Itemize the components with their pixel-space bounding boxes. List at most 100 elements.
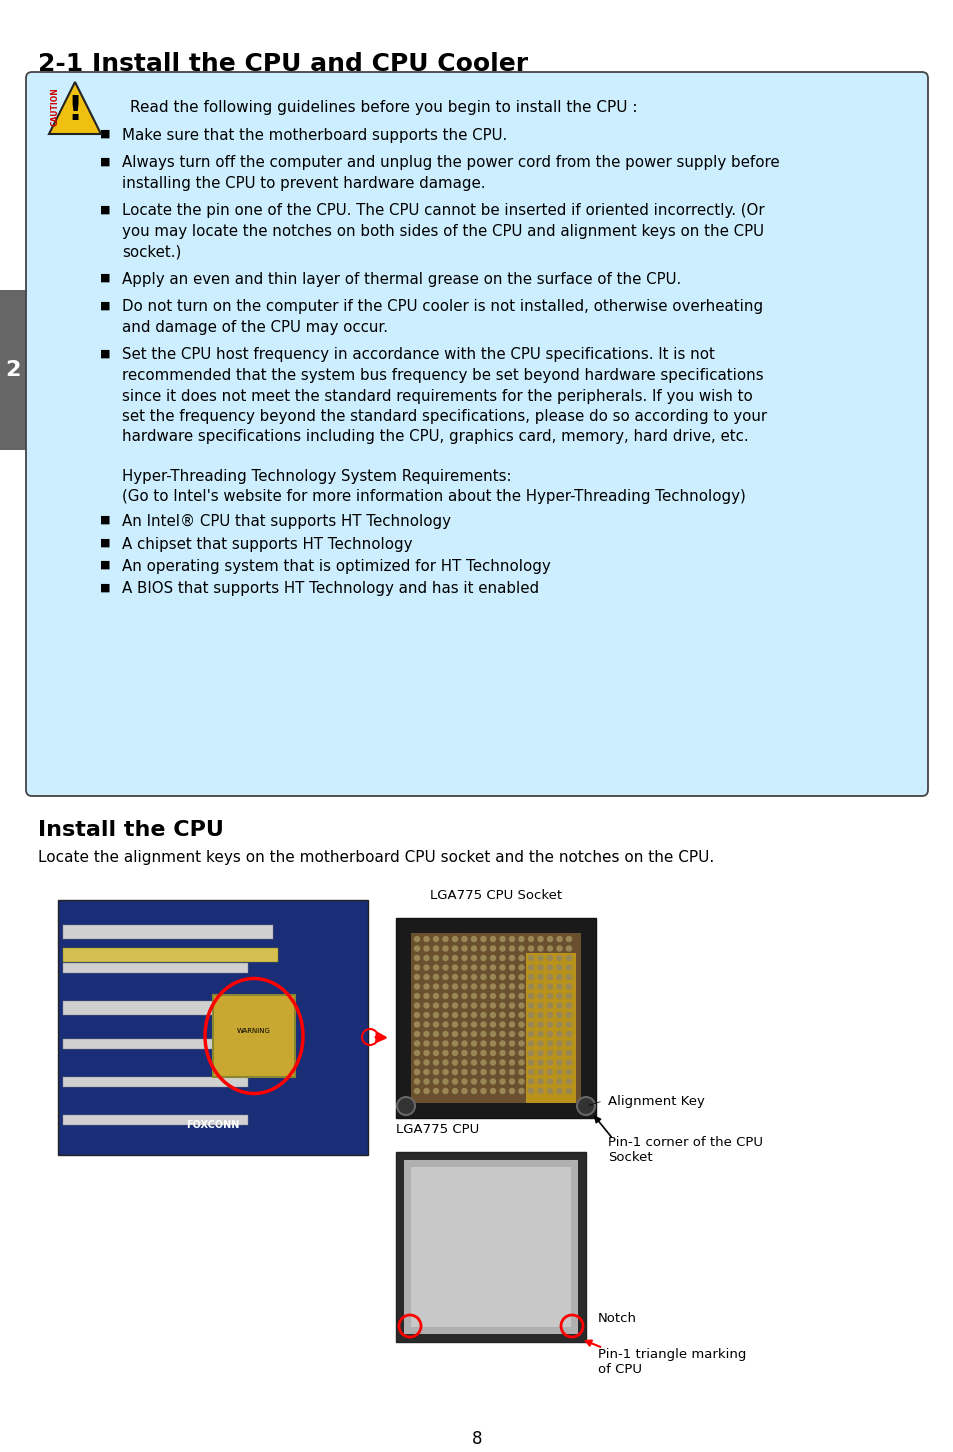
Circle shape	[433, 1041, 438, 1045]
Circle shape	[490, 937, 495, 941]
Circle shape	[442, 1003, 448, 1008]
Circle shape	[499, 947, 504, 951]
Circle shape	[433, 1079, 438, 1085]
Circle shape	[414, 1022, 419, 1027]
Circle shape	[518, 1022, 523, 1027]
Circle shape	[461, 1050, 467, 1056]
Circle shape	[461, 1089, 467, 1093]
Circle shape	[480, 1070, 485, 1074]
Circle shape	[537, 1003, 542, 1008]
Circle shape	[557, 1070, 561, 1074]
Circle shape	[490, 1041, 495, 1045]
Circle shape	[566, 1089, 571, 1093]
Circle shape	[518, 955, 523, 961]
Bar	[63, 1077, 248, 1088]
Circle shape	[499, 1031, 504, 1037]
Circle shape	[528, 1031, 533, 1037]
Circle shape	[452, 984, 457, 989]
Text: ■: ■	[100, 582, 111, 592]
Circle shape	[480, 974, 485, 980]
Circle shape	[537, 974, 542, 980]
Circle shape	[461, 955, 467, 961]
Circle shape	[423, 1050, 429, 1056]
Bar	[411, 1167, 571, 1327]
Text: FOXCONN: FOXCONN	[186, 1119, 239, 1130]
Circle shape	[461, 966, 467, 970]
Text: 8: 8	[471, 1430, 482, 1448]
Circle shape	[452, 1050, 457, 1056]
Circle shape	[509, 966, 514, 970]
Circle shape	[557, 1022, 561, 1027]
Circle shape	[499, 993, 504, 999]
Circle shape	[566, 1022, 571, 1027]
Circle shape	[557, 1012, 561, 1018]
Circle shape	[528, 966, 533, 970]
Bar	[411, 934, 580, 1104]
Circle shape	[423, 984, 429, 989]
Text: !: !	[68, 93, 83, 126]
Circle shape	[566, 966, 571, 970]
Text: and damage of the CPU may occur.: and damage of the CPU may occur.	[122, 319, 388, 335]
Circle shape	[509, 1031, 514, 1037]
Text: Locate the pin one of the CPU. The CPU cannot be inserted if oriented incorrectl: Locate the pin one of the CPU. The CPU c…	[122, 203, 763, 218]
Text: An operating system that is optimized for HT Technology: An operating system that is optimized fo…	[122, 559, 550, 574]
Bar	[63, 925, 273, 939]
Circle shape	[518, 1089, 523, 1093]
Circle shape	[528, 974, 533, 980]
Circle shape	[528, 955, 533, 961]
Circle shape	[499, 1012, 504, 1018]
Circle shape	[461, 1070, 467, 1074]
Circle shape	[433, 1089, 438, 1093]
Circle shape	[537, 984, 542, 989]
Circle shape	[442, 1012, 448, 1018]
Circle shape	[480, 1022, 485, 1027]
Circle shape	[423, 955, 429, 961]
Circle shape	[480, 1079, 485, 1085]
Text: ■: ■	[100, 157, 111, 167]
Circle shape	[471, 955, 476, 961]
Text: you may locate the notches on both sides of the CPU and alignment keys on the CP: you may locate the notches on both sides…	[122, 224, 763, 240]
Circle shape	[461, 937, 467, 941]
Text: CAUTION: CAUTION	[51, 87, 60, 126]
Circle shape	[442, 937, 448, 941]
Circle shape	[471, 1050, 476, 1056]
Circle shape	[537, 955, 542, 961]
Text: Read the following guidelines before you begin to install the CPU :: Read the following guidelines before you…	[130, 100, 637, 115]
Circle shape	[452, 1070, 457, 1074]
Circle shape	[452, 1089, 457, 1093]
Circle shape	[518, 1050, 523, 1056]
Circle shape	[433, 1050, 438, 1056]
Circle shape	[480, 1003, 485, 1008]
Text: Apply an even and thin layer of thermal grease on the surface of the CPU.: Apply an even and thin layer of thermal …	[122, 272, 680, 287]
Circle shape	[557, 974, 561, 980]
Circle shape	[499, 966, 504, 970]
Circle shape	[414, 1041, 419, 1045]
Circle shape	[423, 1031, 429, 1037]
Circle shape	[461, 984, 467, 989]
Circle shape	[414, 1070, 419, 1074]
Circle shape	[528, 1041, 533, 1045]
Circle shape	[461, 1079, 467, 1085]
Text: ■: ■	[100, 129, 111, 139]
Circle shape	[433, 974, 438, 980]
Text: Do not turn on the computer if the CPU cooler is not installed, otherwise overhe: Do not turn on the computer if the CPU c…	[122, 299, 762, 315]
Circle shape	[547, 966, 552, 970]
Circle shape	[423, 966, 429, 970]
FancyBboxPatch shape	[26, 73, 927, 796]
Circle shape	[490, 955, 495, 961]
Circle shape	[509, 1003, 514, 1008]
Circle shape	[499, 937, 504, 941]
Circle shape	[547, 1031, 552, 1037]
Circle shape	[452, 966, 457, 970]
Circle shape	[490, 974, 495, 980]
Text: WARNING: WARNING	[236, 1028, 271, 1034]
Bar	[395, 1151, 585, 1342]
Circle shape	[528, 1060, 533, 1064]
Circle shape	[509, 1050, 514, 1056]
Circle shape	[577, 1098, 595, 1115]
Circle shape	[528, 1089, 533, 1093]
Circle shape	[490, 1070, 495, 1074]
Circle shape	[414, 1060, 419, 1064]
Circle shape	[499, 1060, 504, 1064]
Circle shape	[537, 1041, 542, 1045]
